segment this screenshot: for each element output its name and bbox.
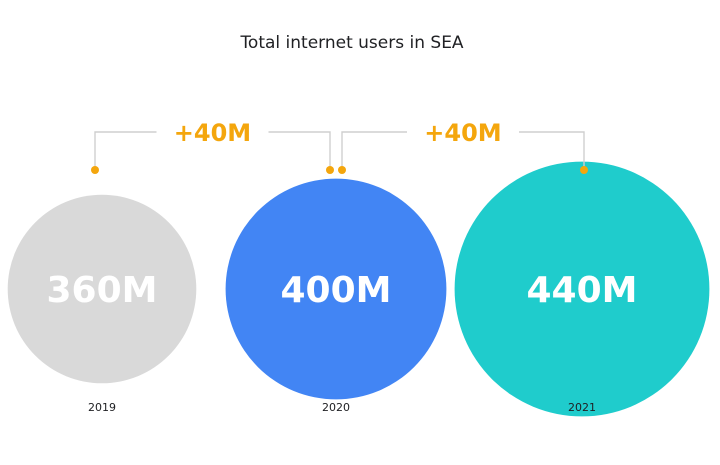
connector-dot-start-2	[338, 166, 346, 174]
connector-dot-start-1	[91, 166, 99, 174]
bubble-label-2019: 360M	[47, 270, 158, 311]
bubble-label-2021: 440M	[527, 270, 638, 311]
connector-dot-end-1	[326, 166, 334, 174]
bubble-2021	[454, 161, 710, 417]
chart-title: Total internet users in SEA	[239, 33, 463, 53]
connector-left-2	[341, 131, 407, 170]
year-label-2021: 2021	[568, 401, 596, 414]
delta-label-2: +40M	[424, 119, 501, 147]
year-label-2020: 2020	[322, 401, 350, 414]
bubble-2020	[225, 178, 447, 400]
delta-label-1: +40M	[174, 119, 251, 147]
bubble-2019	[7, 194, 197, 384]
connector-dot-end-2	[580, 166, 588, 174]
year-label-2019: 2019	[88, 401, 116, 414]
connector-right-2	[519, 131, 585, 170]
chart-marks: 360M 2019 400M 2020 440M 2021 +40M +40M	[7, 119, 710, 417]
bubble-label-2020: 400M	[281, 270, 392, 311]
connector-right-1	[268, 131, 331, 170]
connector-left-1	[94, 131, 157, 170]
